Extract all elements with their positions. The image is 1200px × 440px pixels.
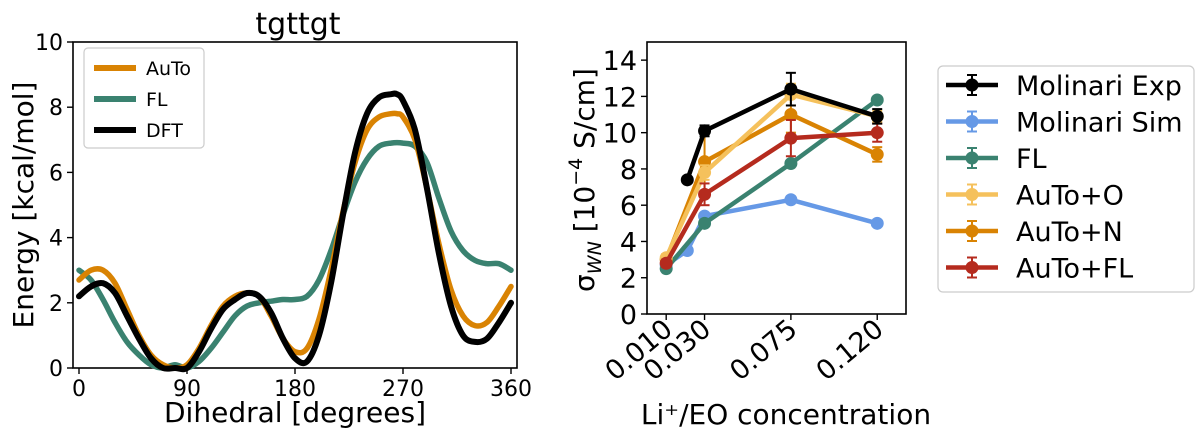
x-ticks: 0 90 180 270 360 — [72, 368, 532, 402]
legend-swatch-marker — [965, 115, 979, 128]
legend-box — [937, 65, 1195, 293]
y-tick-label: 8 — [49, 96, 63, 121]
series-line — [664, 98, 879, 271]
series-lines — [659, 71, 884, 276]
data-point — [698, 216, 712, 230]
y-tick-label: 2 — [49, 292, 63, 317]
y-tick-label: 6 — [620, 191, 637, 222]
data-point — [698, 124, 712, 138]
data-point — [680, 173, 694, 187]
legend-swatch-marker — [965, 188, 979, 201]
y-label-rest: [10 — [568, 186, 601, 241]
y-label-sub: WN — [584, 241, 606, 274]
y-tick-label: 14 — [603, 46, 637, 77]
data-point — [784, 108, 798, 122]
series-fl — [659, 93, 884, 276]
y-tick-label: 6 — [49, 161, 63, 186]
legend-entry: Molinari Sim — [946, 108, 1183, 139]
y-ticks: 0 2 4 6 8 10 12 14 — [603, 46, 647, 331]
plot-frame — [646, 41, 907, 315]
y-tick-label: 2 — [620, 264, 637, 295]
data-point — [698, 166, 712, 180]
data-point — [870, 147, 884, 161]
legend-swatch-marker — [965, 78, 979, 92]
series-line — [664, 130, 878, 265]
x-tick-label: 180 — [274, 377, 316, 402]
legend-label: DFT — [146, 120, 183, 142]
y-tick-label: 0 — [49, 357, 63, 382]
x-tick-label: 0.120 — [811, 314, 890, 387]
data-point — [659, 256, 673, 270]
x-axis-label: Li⁺/EO concentration — [641, 398, 931, 431]
series-line — [685, 86, 878, 181]
y-axis-label: Energy [kcal/mol] — [7, 82, 40, 329]
legend-label: FL — [146, 89, 168, 111]
legend-entry: Molinari Exp — [946, 71, 1182, 102]
data-point — [870, 93, 884, 107]
y-tick-label: 10 — [35, 31, 63, 56]
legend-entry: AuTo+N — [946, 217, 1123, 248]
legend-label: AuTo+O — [1016, 181, 1124, 212]
legend-swatch-marker — [965, 151, 979, 165]
legend-swatch-marker — [965, 224, 979, 238]
data-point — [870, 216, 884, 230]
legend-swatch-marker — [965, 261, 979, 274]
series-line-fl — [76, 139, 514, 371]
y-tick-label: 10 — [603, 119, 637, 150]
data-point — [784, 82, 798, 96]
x-tick-label: 90 — [173, 377, 201, 402]
legend-label: FL — [1016, 144, 1047, 175]
y-tick-label: 4 — [620, 227, 637, 258]
x-tick-label: 270 — [382, 377, 424, 402]
legend-label: AuTo+N — [1016, 217, 1123, 248]
series-line — [664, 92, 878, 259]
x-tick-label: 360 — [490, 377, 532, 402]
x-axis-label: Dihedral [degrees] — [164, 396, 426, 429]
chart-dihedral-energy: tgttgt 0 2 4 6 8 10 0 90 180 270 360 Dihedral [de… — [7, 7, 532, 429]
legend-label: AuTo — [146, 58, 191, 80]
legend-entry: AuTo+O — [946, 181, 1124, 212]
y-ticks: 0 2 4 6 8 10 — [35, 31, 73, 382]
y-tick-label: 8 — [620, 155, 637, 186]
legend-label: AuTo+FL — [1016, 254, 1133, 285]
legend-box — [83, 47, 205, 149]
series-line-auto — [76, 110, 514, 371]
legend: AuTo FL DFT — [83, 47, 205, 149]
legend-entry: FL — [946, 144, 1047, 175]
y-tick-label: 4 — [49, 227, 63, 252]
data-point — [784, 193, 798, 207]
data-point — [870, 109, 884, 123]
legend: Molinari Exp Molinari Sim FL AuTo+O AuTo+N Au… — [937, 65, 1195, 293]
data-point — [784, 156, 798, 170]
y-label-sup: −4 — [565, 158, 587, 186]
legend-label: Molinari Exp — [1016, 71, 1182, 102]
x-tick-label: 0 — [72, 377, 86, 402]
y-tick-label: 12 — [603, 82, 637, 113]
data-point — [870, 126, 884, 140]
chart-title: tgttgt — [255, 7, 340, 42]
series-molinari-exp — [680, 71, 884, 187]
series-line-dft — [76, 90, 514, 373]
data-point — [784, 131, 798, 145]
y-axis-label: σWN [10−4 S/cm] — [565, 68, 606, 292]
series-lines — [76, 90, 514, 373]
legend-label: Molinari Sim — [1016, 108, 1183, 139]
x-tick-label: 0.075 — [724, 314, 803, 387]
data-point — [698, 187, 712, 201]
y-label-base: σ — [568, 274, 601, 292]
y-label-tail: S/cm] — [568, 68, 601, 158]
y-tick-label: 0 — [620, 300, 637, 331]
legend-entry: AuTo+FL — [946, 254, 1133, 285]
series-molinari-sim — [659, 193, 884, 272]
